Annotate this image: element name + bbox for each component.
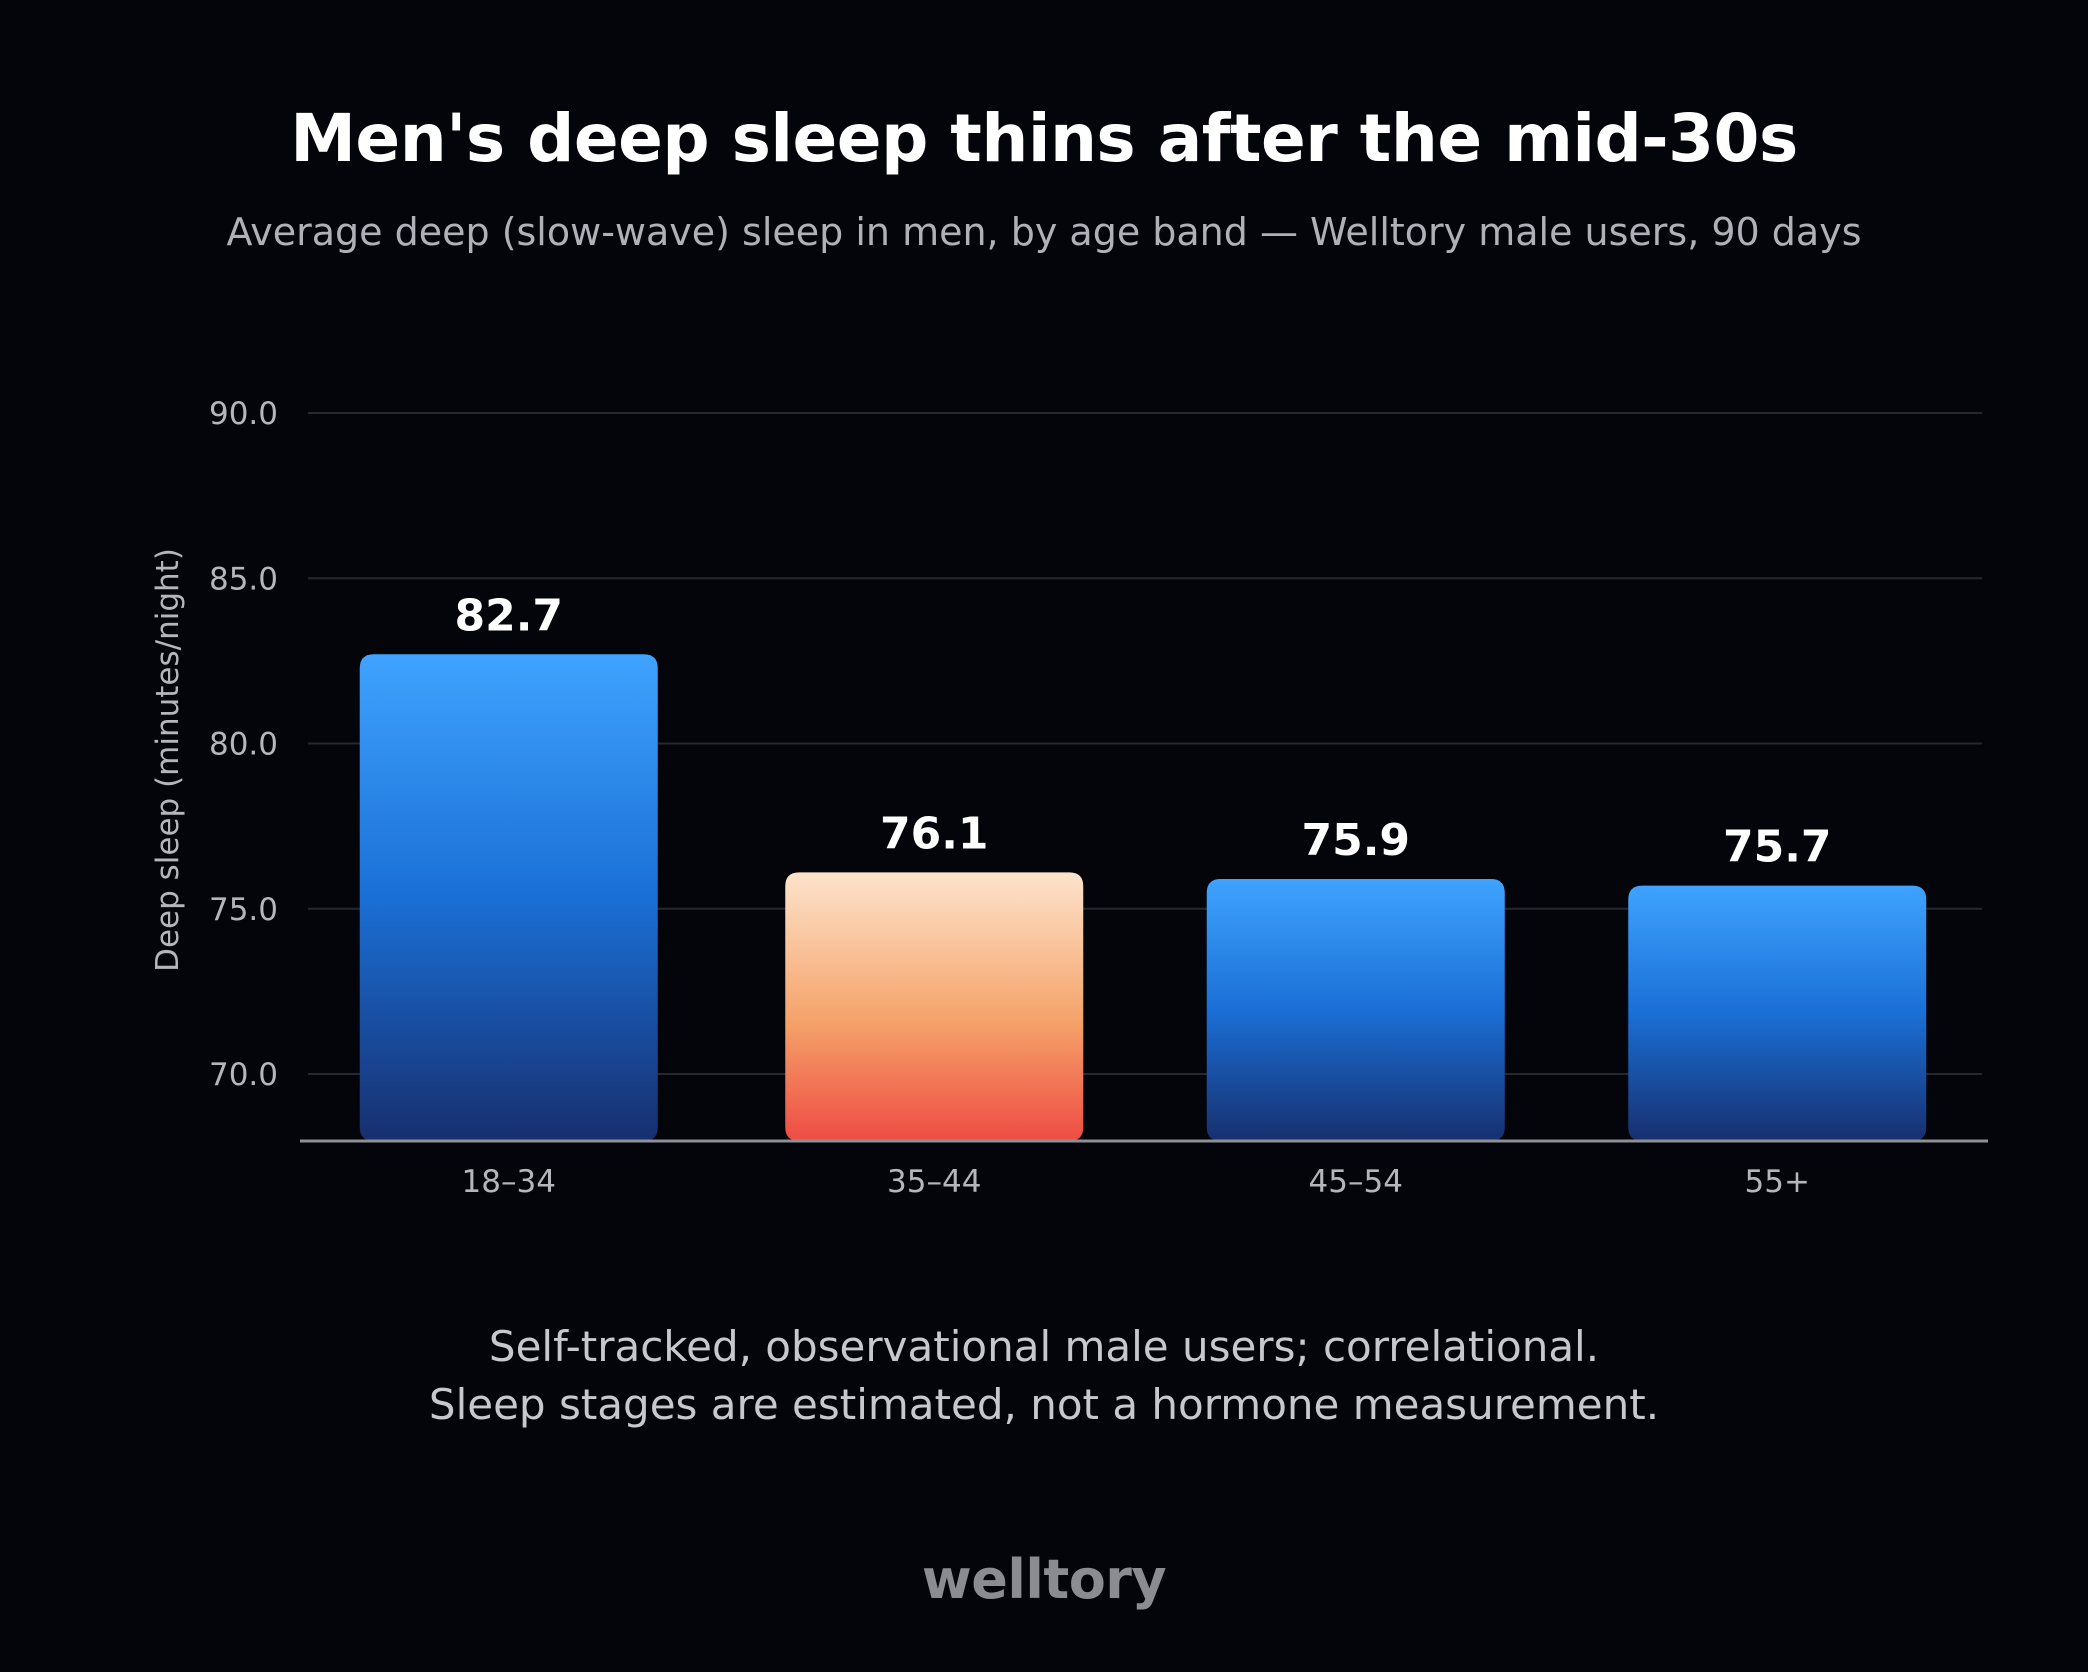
value-label: 75.9 — [1301, 815, 1410, 866]
y-tick-label: 75.0 — [209, 892, 278, 928]
bar-18–34 — [359, 654, 658, 1141]
y-axis-label: Deep sleep (minutes/night) — [150, 548, 186, 972]
footnote-line-2: Sleep stages are estimated, not a hormon… — [428, 1380, 1660, 1429]
x-axis-ticks: 18–34 35–44 45–54 55+ — [462, 1164, 1810, 1200]
footnote-line-1: Self-tracked, observational male users; … — [488, 1322, 1600, 1371]
value-label: 76.1 — [880, 808, 989, 859]
bar-45–54 — [1206, 879, 1505, 1141]
y-tick-label: 80.0 — [209, 727, 278, 763]
value-labels: 82.7 76.1 75.9 75.7 — [454, 590, 1831, 872]
bars — [359, 654, 1927, 1141]
chart-subtitle: Average deep (slow-wave) sleep in men, b… — [226, 210, 1862, 254]
x-tick-label: 35–44 — [887, 1164, 981, 1200]
chart-title: Men's deep sleep thins after the mid-30s — [290, 100, 1798, 177]
x-tick-label: 45–54 — [1309, 1164, 1403, 1200]
value-label: 82.7 — [454, 590, 563, 641]
y-tick-label: 70.0 — [209, 1057, 278, 1093]
y-axis-ticks: 70.0 75.0 80.0 85.0 90.0 — [209, 396, 278, 1093]
brand-logo: welltory — [921, 1548, 1167, 1611]
value-label: 75.7 — [1723, 822, 1832, 873]
y-tick-label: 90.0 — [209, 396, 278, 432]
x-tick-label: 55+ — [1745, 1164, 1810, 1200]
bar-35–44 — [785, 872, 1084, 1141]
x-tick-label: 18–34 — [462, 1164, 556, 1200]
bar-55+ — [1628, 885, 1927, 1141]
y-tick-label: 85.0 — [209, 561, 278, 597]
